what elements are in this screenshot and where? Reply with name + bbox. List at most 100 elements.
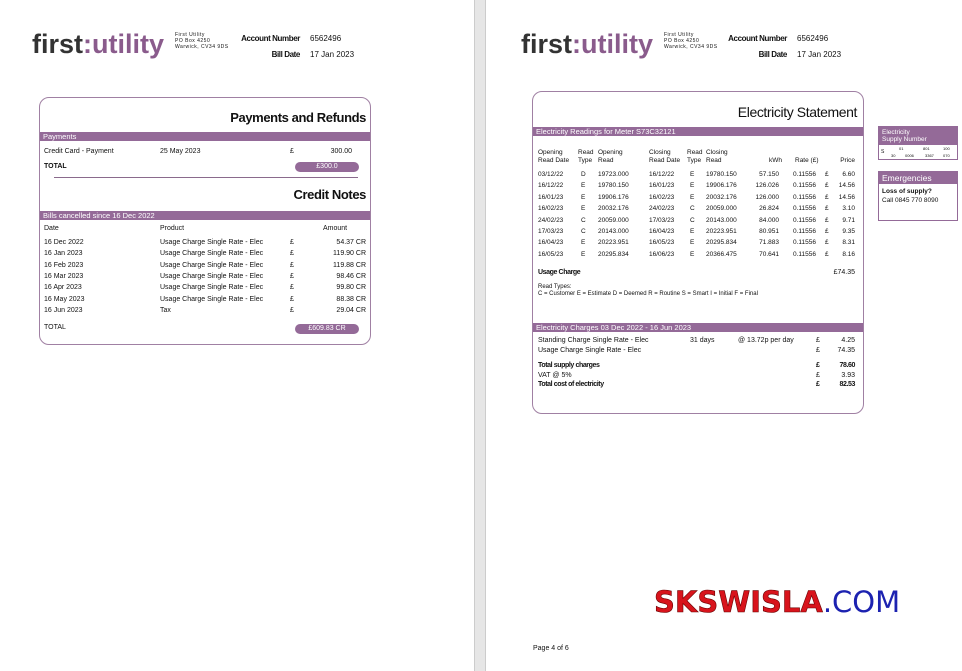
reading-cell: 19723.000 — [598, 171, 629, 178]
reading-cell: 126.000 — [755, 193, 780, 201]
reading-cell: 20295.834 — [706, 239, 737, 247]
reading-cell: 9.71 — [842, 216, 855, 224]
reading-cell: 19906.176 — [598, 193, 629, 201]
reading-cell: E — [690, 228, 695, 235]
credit-product: Usage Charge Single Rate - Elec — [160, 272, 264, 280]
reading-cell: E — [581, 250, 586, 258]
reading-cell: 0.11556 — [792, 250, 816, 258]
logo: first:utility — [521, 29, 654, 59]
payments-total-label: TOTAL — [44, 163, 67, 170]
reading-cell: 0.11556 — [792, 205, 816, 213]
charge-currency: £ — [816, 337, 820, 344]
reading-cell: 17/03/23 — [538, 228, 564, 235]
read-types-legend: C = Customer E = Estimate D = Deemed R =… — [538, 291, 758, 297]
reading-cell: 16/06/23 — [649, 250, 675, 258]
logo: first:utility — [32, 29, 165, 59]
usage-charge-total: £74.35 — [833, 269, 855, 276]
reading-cell: 20143.000 — [598, 228, 629, 235]
reading-cell: 0.11556 — [792, 228, 816, 235]
reading-cell: 16/02/23 — [649, 193, 675, 201]
watermark: SKSWISLA.COM — [654, 585, 901, 620]
reading-cell: 16/02/23 — [538, 205, 564, 213]
supply-cell: 3367 — [925, 153, 934, 158]
charges-section-bar: Electricity Charges 03 Dec 2022 - 16 Jun… — [533, 323, 863, 332]
reading-cell: 0.11556 — [792, 239, 816, 247]
reading-cell: C — [581, 216, 586, 224]
reading-cell: 16/04/23 — [538, 239, 564, 247]
reading-cell: 16/04/23 — [649, 228, 675, 235]
charge-amount: 78.60 — [839, 362, 855, 369]
charge-label: Total cost of electricity — [538, 381, 604, 388]
credit-amount: 54.37 CR — [336, 239, 366, 246]
reading-cell: 14.56 — [838, 193, 855, 201]
reading-cell: E — [690, 182, 695, 190]
reading-cell: £ — [825, 171, 829, 178]
reading-cell: E — [581, 205, 586, 213]
reading-cell: 9.35 — [842, 228, 855, 235]
payment-desc: Credit Card - Payment — [44, 148, 114, 155]
charge-currency: £ — [816, 347, 820, 354]
charge-amount: 3.93 — [841, 372, 855, 379]
reading-cell: 71.883 — [759, 239, 779, 247]
reading-cell: 19780.150 — [598, 182, 629, 190]
payments-title: Payments and Refunds — [230, 110, 366, 125]
reading-cell: 03/12/22 — [538, 171, 564, 178]
read-types-label: Read Types: — [538, 284, 572, 290]
supply-cell: 801 — [923, 146, 930, 151]
reading-cell: E — [690, 239, 695, 247]
credit-date: 16 Feb 2023 — [44, 261, 84, 269]
credit-total: £609.83 CR — [295, 324, 359, 334]
header-product: Product — [160, 225, 185, 232]
charge-currency: £ — [816, 362, 820, 369]
credit-date: 16 Apr 2023 — [44, 284, 82, 292]
reading-cell: 20032.176 — [706, 193, 737, 201]
emergencies-box: Emergencies Loss of supply? Call 0845 77… — [878, 171, 958, 221]
header-amount: Amount — [323, 225, 348, 232]
reading-cell: 8.16 — [842, 250, 855, 258]
supply-cell: 0006 — [905, 153, 914, 158]
supply-cell: 01 — [899, 146, 904, 151]
readings-section-bar: Electricity Readings for Meter S73C32121 — [533, 127, 863, 136]
payment-date: 25 May 2023 — [160, 148, 201, 155]
reading-cell: 20223.951 — [706, 228, 737, 235]
account-info: Account Number 6562496 Bill Date 17 Jan 20… — [241, 34, 355, 59]
supply-cell: 30 — [891, 153, 896, 158]
payments-section-bar: Payments — [40, 132, 370, 141]
credit-product: Usage Charge Single Rate - Elec — [160, 250, 264, 258]
col-header: Type — [687, 157, 702, 164]
reading-cell: 6.60 — [842, 171, 855, 178]
col-header: Read — [687, 149, 703, 156]
reading-cell: £ — [825, 239, 829, 247]
reading-cell: 0.11556 — [792, 182, 816, 190]
reading-cell: 20223.951 — [598, 239, 629, 247]
reading-cell: E — [581, 239, 586, 247]
col-header: Read Date — [649, 157, 681, 164]
page-right: first:utility First Utility PO Box 4250 Wa… — [487, 0, 962, 671]
reading-cell: £ — [825, 193, 829, 201]
charge-label: Standing Charge Single Rate - Elec — [538, 337, 649, 344]
reading-cell: 80.951 — [759, 228, 779, 235]
statement-box: Electricity Statement Electricity Readin… — [532, 91, 864, 414]
credit-notes-title: Credit Notes — [293, 187, 367, 202]
reading-cell: 16/01/23 — [649, 182, 675, 190]
col-header: Opening — [538, 149, 563, 156]
account-info: Account Number 6562496 Bill Date 17 Jan 20… — [728, 34, 842, 59]
reading-cell: 0.11556 — [792, 193, 816, 201]
reading-cell: C — [581, 228, 586, 235]
supply-s: S — [881, 149, 885, 155]
supply-cell: 100 — [943, 146, 950, 151]
credit-currency: £ — [290, 295, 294, 303]
reading-cell: 84.000 — [759, 216, 779, 224]
col-header: Read — [578, 149, 594, 156]
reading-cell: 20295.834 — [598, 250, 629, 258]
credit-currency: £ — [290, 239, 294, 246]
reading-cell: 126.026 — [755, 182, 780, 190]
reading-cell: 20059.000 — [598, 216, 629, 224]
charge-label: Usage Charge Single Rate - Elec — [538, 347, 642, 354]
payment-amount: 300.00 — [330, 148, 352, 155]
charge-label: VAT @ 5% — [538, 372, 572, 379]
reading-cell: £ — [825, 250, 829, 258]
reading-cell: 0.11556 — [792, 171, 816, 178]
credit-date: 16 May 2023 — [44, 295, 85, 303]
reading-cell: C — [690, 216, 695, 224]
